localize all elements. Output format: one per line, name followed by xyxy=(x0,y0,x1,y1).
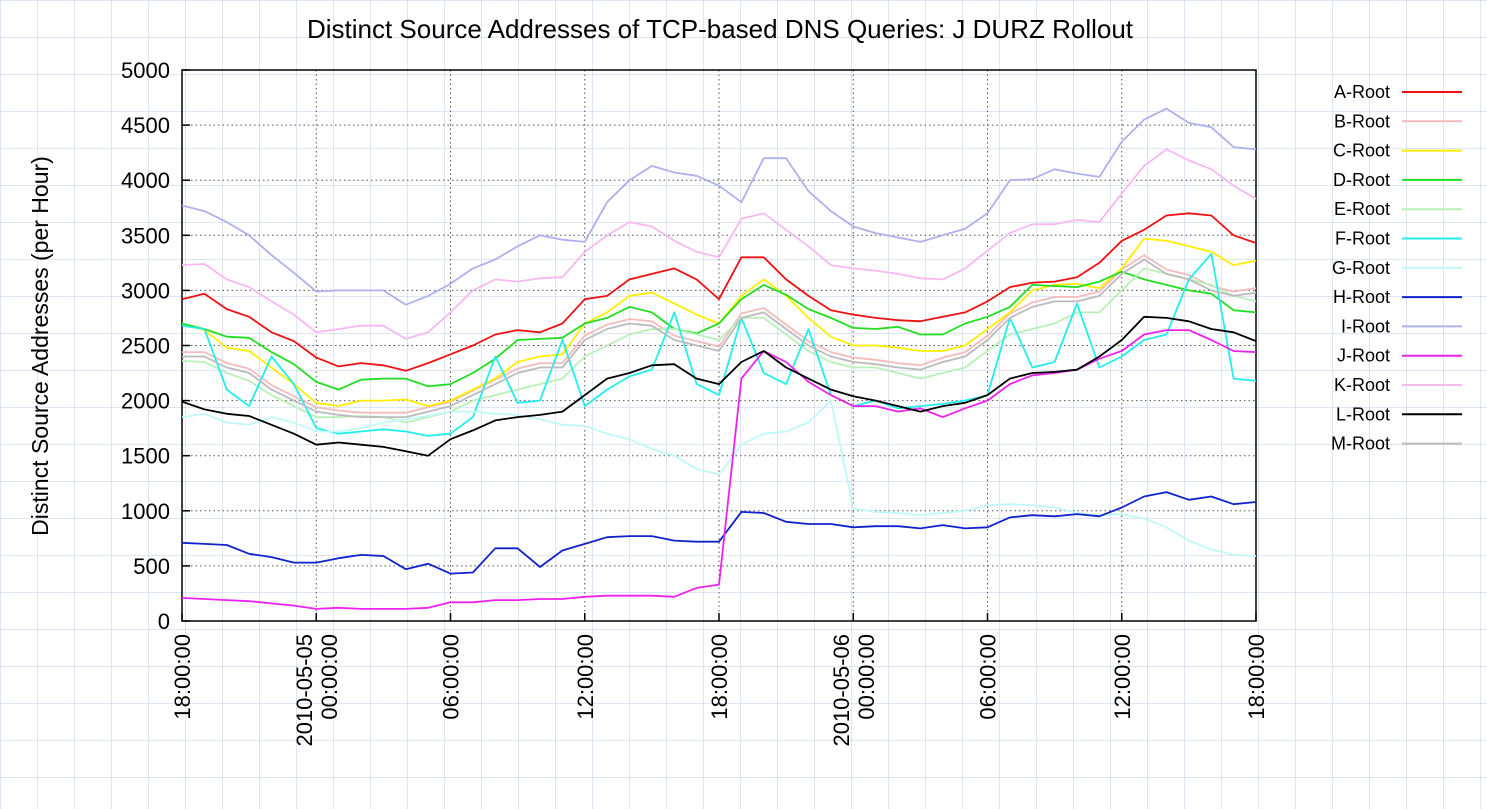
x-tick-label: 2010-05-0500:00:00 xyxy=(292,634,342,747)
series-line xyxy=(181,212,1257,372)
legend-label: H-Root xyxy=(1333,287,1390,307)
series-line xyxy=(181,399,1257,557)
series-line xyxy=(181,253,1257,437)
x-tick-label: 2010-05-0600:00:00 xyxy=(829,634,879,747)
legend-label: D-Root xyxy=(1333,170,1390,190)
x-tick-label: 18:00:00 xyxy=(1244,634,1269,720)
y-tick-label: 4000 xyxy=(121,168,170,193)
legend-label: A-Root xyxy=(1334,82,1390,102)
x-tick-label: 12:00:00 xyxy=(1110,634,1135,720)
chart-title: Distinct Source Addresses of TCP-based D… xyxy=(307,14,1134,44)
legend-label: E-Root xyxy=(1334,199,1390,219)
y-axis-label: Distinct Source Addresses (per Hour) xyxy=(27,156,53,536)
legend-label: C-Root xyxy=(1333,141,1390,161)
legend-label: F-Root xyxy=(1335,229,1390,249)
legend-label: I-Root xyxy=(1341,316,1390,336)
plot-frame xyxy=(181,69,1257,622)
y-tick-label: 5000 xyxy=(121,58,170,83)
y-tick-label: 3500 xyxy=(121,223,170,248)
series-line xyxy=(181,270,1257,391)
y-tick-label: 4500 xyxy=(121,113,170,138)
x-tick-label: 18:00:00 xyxy=(170,634,195,720)
legend-label: J-Root xyxy=(1337,346,1390,366)
y-tick-label: 1500 xyxy=(121,444,170,469)
series-line xyxy=(181,267,1257,424)
legend-label: L-Root xyxy=(1336,404,1390,424)
legend-label: B-Root xyxy=(1334,111,1390,131)
series-line xyxy=(181,148,1257,340)
series-line xyxy=(181,491,1257,575)
y-tick-label: 1000 xyxy=(121,499,170,524)
series-line xyxy=(181,315,1257,457)
y-tick-label: 0 xyxy=(158,609,170,634)
legend-label: M-Root xyxy=(1331,434,1390,454)
series-line xyxy=(182,254,1257,414)
y-tick-label: 3000 xyxy=(121,278,170,303)
y-tick-label: 2500 xyxy=(121,334,170,359)
x-tick-label: 06:00:00 xyxy=(976,634,1001,720)
legend-label: G-Root xyxy=(1332,258,1390,278)
y-tick-label: 500 xyxy=(133,554,170,579)
legend-label: K-Root xyxy=(1334,375,1390,395)
x-tick-label: 06:00:00 xyxy=(439,634,464,720)
series-line xyxy=(181,107,1257,306)
x-tick-label: 18:00:00 xyxy=(707,634,732,720)
series-line xyxy=(182,258,1257,418)
y-tick-label: 2000 xyxy=(121,389,170,414)
x-tick-label: 12:00:00 xyxy=(573,634,598,720)
